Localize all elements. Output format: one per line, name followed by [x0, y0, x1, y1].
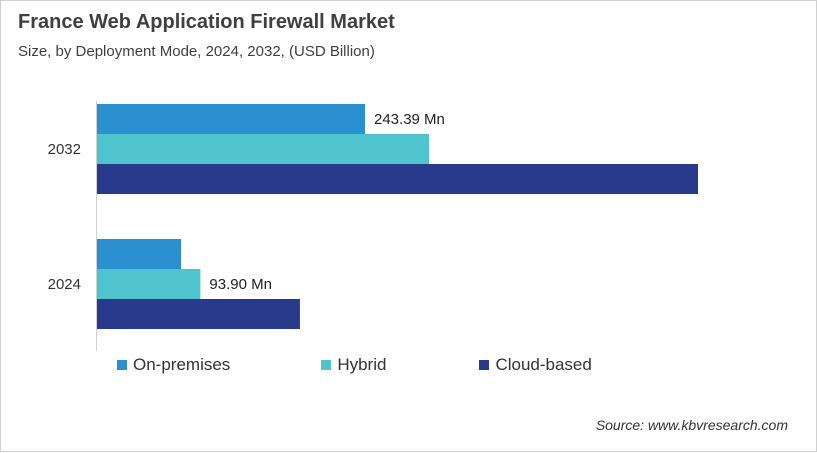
legend-label: Hybrid — [337, 355, 387, 374]
category-label: 2024 — [48, 276, 81, 293]
legend-label: Cloud-based — [495, 355, 592, 374]
category-label: 2032 — [48, 141, 81, 158]
legend-swatch — [117, 360, 127, 370]
legend-swatch — [479, 360, 490, 370]
legend-swatch — [321, 360, 332, 370]
source-note: Source: www.kbvresearch.com — [595, 417, 788, 433]
bar-on-premises-2032 — [97, 104, 365, 134]
legend: On-premises Hybrid Cloud-based — [117, 355, 592, 375]
bar-cloud-based-2032 — [97, 164, 698, 194]
bar-cloud-based-2024 — [97, 299, 300, 329]
legend-item-on-premises: On-premises — [117, 355, 230, 375]
data-label: 93.90 Mn — [209, 276, 272, 293]
legend-label: On-premises — [133, 355, 231, 374]
bar-hybrid-2024 — [97, 269, 201, 299]
data-label: 243.39 Mn — [374, 111, 445, 128]
bar-on-premises-2024 — [97, 239, 182, 269]
chart-title: France Web Application Firewall Market — [18, 11, 395, 33]
bar-hybrid-2032 — [97, 134, 429, 164]
legend-item-hybrid: Hybrid — [321, 355, 386, 375]
legend-item-cloud-based: Cloud-based — [479, 355, 592, 375]
chart-subtitle: Size, by Deployment Mode, 2024, 2032, (U… — [18, 43, 375, 60]
